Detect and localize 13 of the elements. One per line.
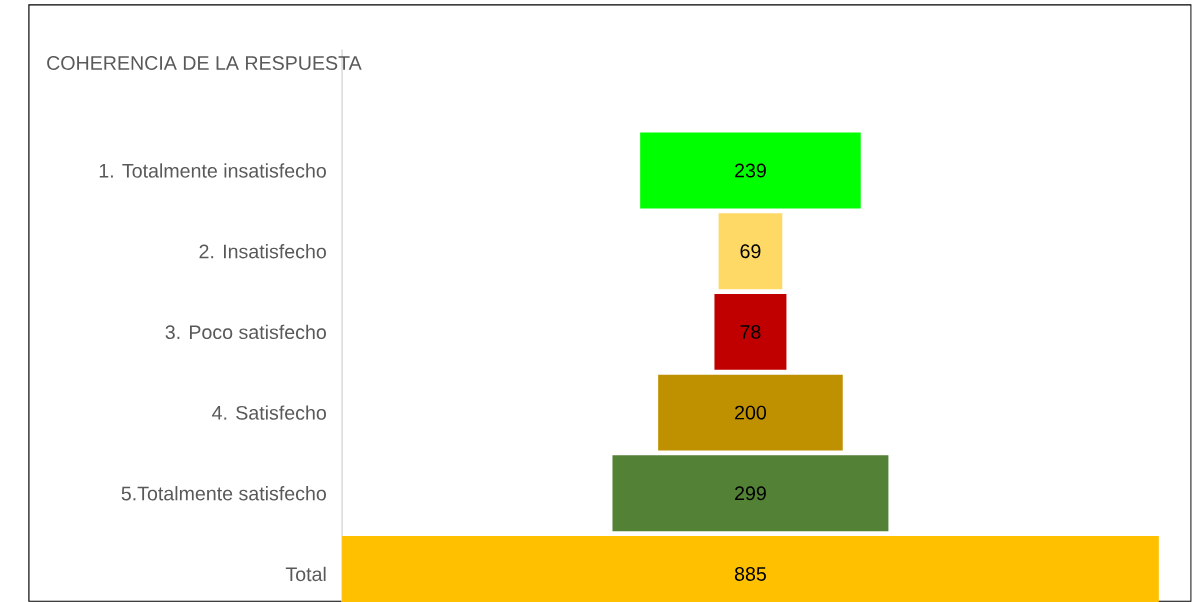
category-label: 4. Satisfecho [212,405,326,420]
data-label: 299 [735,486,766,501]
text: COHERENCIA DE LA RESPUESTA [47,55,362,70]
data-label: 239 [735,163,766,178]
category-label: Total [285,566,326,582]
data-label: 69 [740,244,761,259]
category-label: 3. Poco satisfecho [165,324,326,339]
data-label: 200 [735,405,767,420]
data-label: 78 [740,324,761,339]
category-label: 2. Insatisfecho [199,243,326,259]
category-label: 1. Totalmente insatisfecho [99,163,326,178]
data-label: 885 [734,566,766,581]
category-label: 5.Totalmente satisfecho [121,485,326,501]
